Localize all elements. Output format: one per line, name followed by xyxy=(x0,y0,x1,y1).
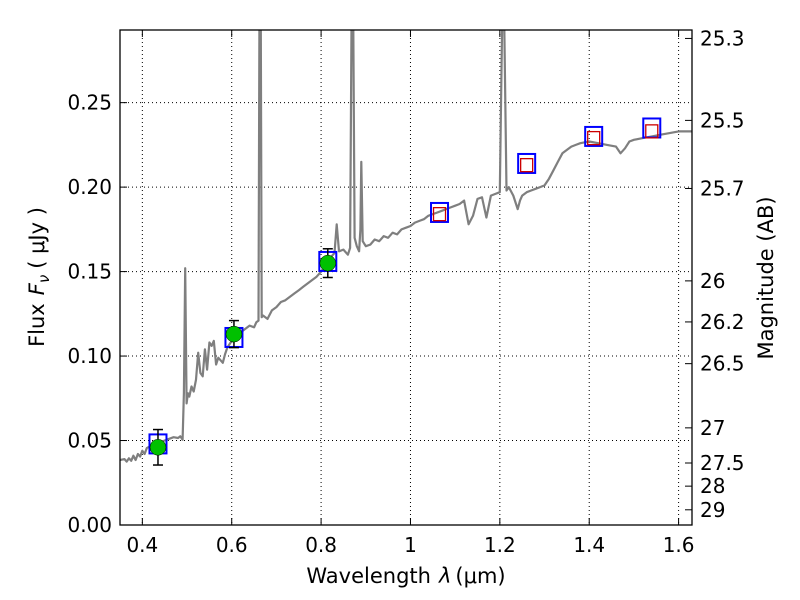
x-tick-label: 0.8 xyxy=(305,533,337,557)
axis-ticks: 0.4 0.6 0.8 1 1.2 1.4 1.6 0.00 0.05 0.10 0.15 0.20 0… xyxy=(67,26,744,557)
x-axis-label: Wavelength λ (μm) xyxy=(306,564,505,588)
observed-fit-marker xyxy=(520,158,534,173)
plot-frame xyxy=(119,29,693,526)
y-tick-label: 0.10 xyxy=(67,344,112,368)
y2-tick-label: 25.7 xyxy=(700,176,745,200)
y-tick-label: 0.25 xyxy=(67,91,112,115)
observed-fit-marker xyxy=(432,206,447,222)
x-tick-label: 1.4 xyxy=(573,533,605,557)
y-tick-label: 0.05 xyxy=(67,429,112,453)
y2-tick-label: 26 xyxy=(700,269,725,293)
model-photometry-marker xyxy=(430,201,450,223)
spectrum-series xyxy=(120,30,692,463)
observed-photometry-point xyxy=(149,439,167,456)
y2-tick-label: 26.5 xyxy=(700,352,745,376)
y2-tick-label: 27.5 xyxy=(700,451,745,475)
x-tick-label: 1 xyxy=(404,533,417,557)
observed-fit-marker xyxy=(587,130,601,146)
marker-series xyxy=(148,117,662,466)
y2-tick-label: 25.5 xyxy=(700,108,745,132)
x-tick-label: 0.4 xyxy=(126,533,158,557)
y-tick-label: 0.20 xyxy=(67,175,112,199)
spectrum-line xyxy=(120,30,692,463)
x-tick-label: 1.2 xyxy=(484,533,516,557)
model-photometry-marker xyxy=(517,152,537,174)
y2-axis-label: Magnitude (AB) xyxy=(754,196,778,359)
y2-tick-label: 26.2 xyxy=(700,310,745,334)
y-tick-label: 0.15 xyxy=(67,260,112,284)
y2-tick-label: 27 xyxy=(700,416,725,440)
y-axis-label: FluxFν( μJy ) xyxy=(25,207,53,347)
x-tick-label: 0.6 xyxy=(216,533,248,557)
grid-lines xyxy=(120,30,692,525)
y2-tick-label: 25.3 xyxy=(700,26,745,50)
x-tick-label: 1.6 xyxy=(663,533,695,557)
observed-fit-marker xyxy=(645,124,659,139)
observed-photometry-point xyxy=(319,254,337,272)
y2-tick-label: 28 xyxy=(700,474,725,498)
y2-tick-label: 29 xyxy=(700,498,725,522)
observed-photometry-point xyxy=(225,325,243,343)
model-photometry-marker xyxy=(584,125,604,147)
y-tick-label: 0.00 xyxy=(67,513,112,537)
